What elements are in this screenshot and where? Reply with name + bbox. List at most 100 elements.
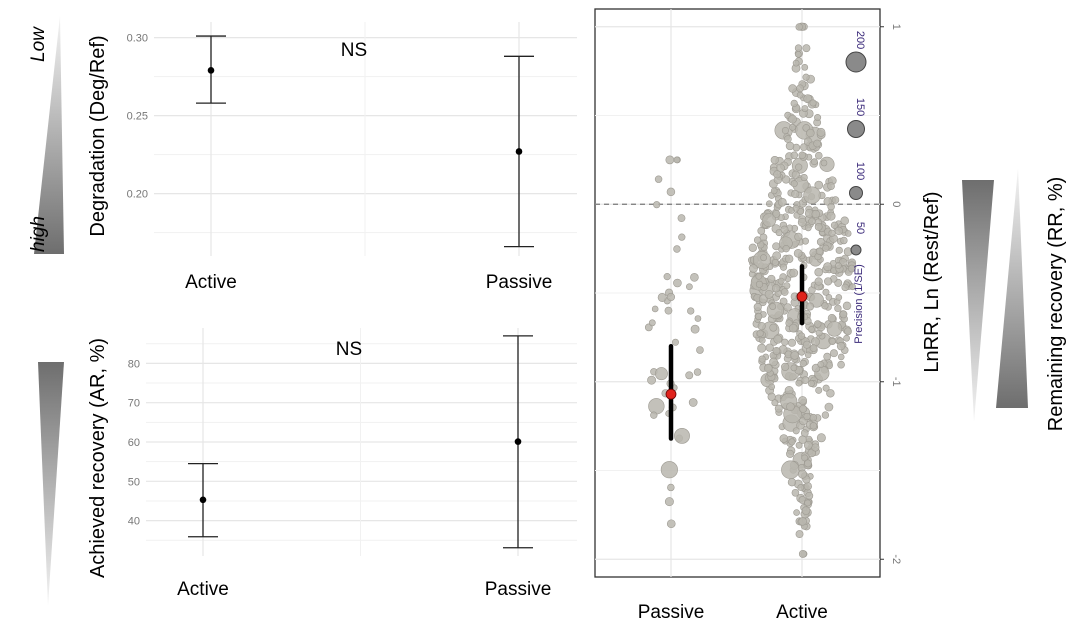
- precision-legend-label: 200: [854, 31, 866, 49]
- effect-size-point: [821, 411, 830, 419]
- effect-size-point: [674, 427, 690, 444]
- precision-legend-label: 50: [854, 222, 866, 234]
- effect-size-point: [822, 384, 830, 392]
- effect-size-point: [802, 340, 811, 349]
- effect-size-point: [677, 214, 686, 223]
- effect-size-point: [755, 272, 763, 280]
- effect-size-point: [797, 484, 805, 491]
- effect-size-point: [837, 353, 845, 361]
- effect-size-point: [766, 301, 785, 319]
- effect-size-point: [792, 427, 800, 435]
- effect-size-point: [760, 254, 768, 262]
- precision-legend-item: 50: [850, 222, 866, 256]
- effect-size-point: [748, 243, 757, 252]
- effect-size-point: [796, 84, 804, 93]
- effect-size-point: [831, 196, 840, 204]
- effect-size-point: [828, 229, 836, 237]
- effect-size-point: [811, 209, 820, 219]
- effect-size-point: [802, 73, 810, 81]
- precision-legend-item: 200: [845, 31, 867, 73]
- lnrr-panel: 50 100 150 200 1 0 -1 -2 Passive Active LnRR, L…: [594, 8, 1067, 623]
- effect-size-point: [647, 375, 656, 385]
- effect-size-point: [673, 245, 681, 253]
- effect-size-point: [788, 84, 797, 93]
- effect-size-point: [786, 402, 795, 412]
- effect-size-point: [801, 506, 811, 515]
- effect-size-point: [840, 236, 848, 245]
- effect-size-point: [835, 246, 843, 254]
- low-label: Low: [28, 26, 49, 62]
- y-tick-label: -1: [890, 377, 902, 387]
- y-tick-label: 40: [128, 516, 140, 528]
- effect-size-point: [793, 509, 800, 516]
- effect-size-point: [790, 351, 800, 360]
- effect-size-point: [803, 412, 811, 421]
- effect-size-point: [784, 135, 792, 143]
- lnrr-y-ticks: 1 0 -1 -2: [880, 24, 902, 564]
- effect-size-point: [777, 197, 787, 207]
- mean-ci-passive: [665, 344, 677, 441]
- effect-size-point: [749, 264, 758, 273]
- effect-size-point: [651, 305, 659, 313]
- gradient-wedge-right-b: [996, 168, 1028, 408]
- effect-size-point: [767, 274, 776, 283]
- effect-size-point: [801, 376, 810, 385]
- effect-size-point: [808, 217, 816, 225]
- achieved-recovery-y-label: Achieved recovery (AR, %): [87, 338, 109, 578]
- effect-size-point: [787, 338, 796, 347]
- lnrr-means: [665, 264, 808, 441]
- effect-size-point: [828, 337, 836, 346]
- effect-size-point: [650, 411, 658, 419]
- effect-size-point: [801, 454, 809, 462]
- effect-size-point: [753, 236, 762, 244]
- effect-size-point: [793, 248, 803, 258]
- effect-size-point: [648, 398, 665, 415]
- effect-size-point: [774, 404, 783, 413]
- precision-legend-circle: [850, 244, 862, 256]
- effect-size-point: [771, 258, 779, 266]
- effect-size-point: [783, 282, 791, 290]
- effect-size-point: [769, 323, 778, 332]
- effect-size-point: [824, 277, 833, 286]
- y-tick-label: 0.30: [127, 33, 148, 45]
- effect-size-point: [800, 173, 808, 182]
- effect-size-point: [758, 337, 766, 344]
- achieved-recovery-x-labels: Active Passive: [177, 579, 551, 600]
- effect-size-point: [772, 346, 781, 355]
- precision-legend-label: 100: [854, 162, 866, 180]
- effect-size-point: [849, 283, 856, 291]
- high-label: high: [28, 216, 49, 252]
- effect-size-point: [764, 289, 774, 299]
- effect-size-point: [803, 440, 813, 450]
- effect-size-point: [834, 226, 844, 236]
- effect-size-point: [800, 143, 808, 151]
- effect-size-point: [816, 127, 826, 137]
- effect-size-point: [770, 187, 778, 195]
- achieved-recovery-marks: [188, 335, 533, 549]
- lnrr-effect-sizes: [644, 22, 857, 558]
- precision-legend-circle: [845, 51, 867, 73]
- effect-size-point: [755, 280, 764, 288]
- effect-size-point: [657, 292, 667, 302]
- effect-size-point: [769, 303, 777, 310]
- effect-size-point: [693, 368, 702, 376]
- effect-size-point: [690, 324, 700, 334]
- effect-size-point: [694, 315, 702, 322]
- effect-size-point: [807, 380, 815, 387]
- effect-size-point: [821, 302, 829, 310]
- effect-size-point: [847, 264, 856, 273]
- effect-size-point: [768, 383, 776, 391]
- effect-size-point: [781, 126, 789, 135]
- effect-size-point: [815, 247, 824, 255]
- effect-size-point: [664, 306, 673, 315]
- y-tick-label: 60: [128, 437, 140, 449]
- effect-size-point: [673, 156, 681, 164]
- effect-size-point: [809, 413, 818, 422]
- mean-point: [199, 496, 207, 504]
- effect-size-point: [687, 307, 695, 315]
- effect-size-point: [827, 314, 837, 323]
- effect-size-point: [840, 216, 849, 225]
- effect-size-point: [753, 302, 762, 312]
- effect-size-point: [678, 233, 686, 241]
